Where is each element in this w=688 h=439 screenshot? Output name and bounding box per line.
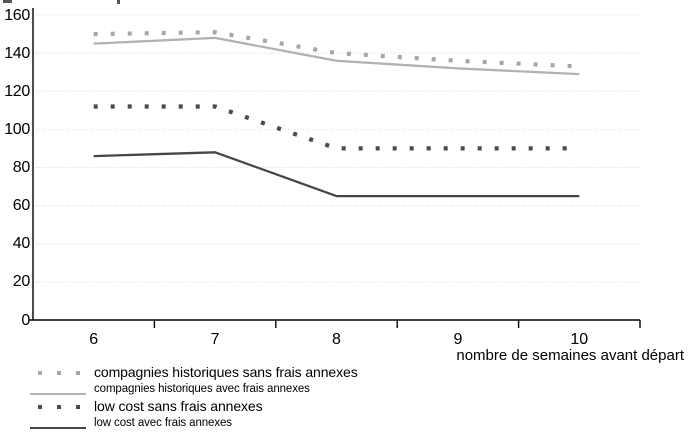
- y-tick-label-60: 60: [12, 197, 31, 215]
- y-tick-label-100: 100: [4, 120, 30, 138]
- dotted-line-swatch: [30, 399, 88, 414]
- y-tick-label-20: 20: [12, 273, 31, 291]
- x-tick-label-6: 6: [89, 331, 99, 348]
- legend-label: low cost sans frais annexes: [94, 398, 263, 414]
- cropped-text-artifact: [3, 0, 12, 3]
- x-tick-label-8: 8: [332, 331, 341, 348]
- x-tick-label-7: 7: [210, 331, 220, 348]
- y-tick-label-120: 120: [4, 82, 30, 100]
- swatch-line: [30, 392, 86, 395]
- swatch-dot: [57, 404, 61, 409]
- solid-line-swatch: [30, 416, 88, 431]
- legend-label: compagnies historiques sans frais annexe…: [94, 364, 358, 380]
- y-tick-label-160: 160: [4, 6, 30, 24]
- swatch-dot: [57, 370, 61, 375]
- series-line-3: [93, 151, 580, 198]
- x-axis-title: nombre de semaines avant départ: [456, 347, 684, 364]
- y-tick-label-140: 140: [4, 44, 30, 62]
- legend-item-2: low cost sans frais annexes: [30, 398, 263, 414]
- swatch-dot: [76, 370, 80, 375]
- swatch-dot: [76, 404, 80, 409]
- swatch-dot: [38, 370, 42, 375]
- y-tick-label-0: 0: [21, 311, 30, 329]
- series-line-1: [93, 36, 580, 76]
- legend-label: low cost avec frais annexes: [94, 417, 232, 429]
- legend-item-3: low cost avec frais annexes: [30, 416, 232, 431]
- legend-item-1: compagnies historiques avec frais annexe…: [30, 382, 310, 397]
- y-tick-label-40: 40: [12, 235, 31, 253]
- y-tick-label-80: 80: [12, 159, 31, 176]
- x-tick-label-9: 9: [453, 331, 463, 348]
- legend-item-0: compagnies historiques sans frais annexe…: [30, 364, 358, 380]
- series-line-2: [93, 104, 580, 151]
- x-tick-label-10: 10: [570, 331, 589, 348]
- solid-line-swatch: [30, 382, 88, 397]
- legend-label: compagnies historiques avec frais annexe…: [94, 383, 310, 395]
- swatch-dot: [38, 404, 42, 409]
- cropped-text-artifact: [117, 0, 120, 4]
- swatch-line: [30, 426, 86, 429]
- dotted-line-swatch: [30, 365, 88, 380]
